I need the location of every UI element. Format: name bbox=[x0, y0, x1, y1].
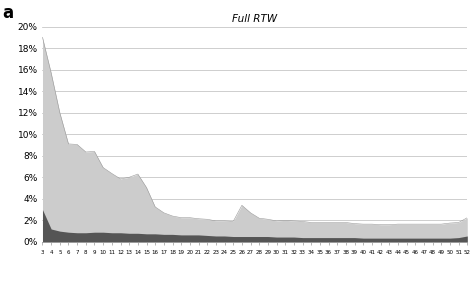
Title: Full RTW: Full RTW bbox=[232, 14, 278, 24]
Text: a: a bbox=[2, 4, 14, 22]
